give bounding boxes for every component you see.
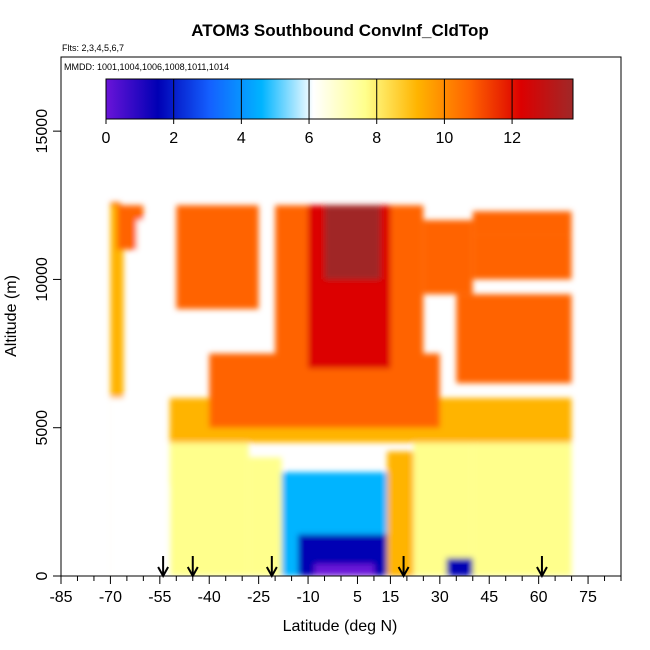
x-tick-label: -40 — [198, 589, 221, 606]
heatmap-cell — [143, 487, 170, 576]
heatmap-cell — [387, 451, 414, 576]
heatmap-cell — [169, 427, 249, 576]
heatmap-cell — [472, 211, 572, 235]
y-axis-title: Altitude (m) — [3, 275, 20, 357]
flights-annotation: Flts: 2,3,4,5,6,7 — [62, 43, 124, 53]
chart-title: ATOM3 Southbound ConvInf_CldTop — [191, 21, 488, 40]
x-tick-label: -25 — [247, 589, 270, 606]
heatmap-cell — [324, 205, 381, 280]
heatmap-cell — [136, 220, 150, 265]
y-tick-label: 5000 — [34, 410, 51, 446]
colorbar: 0 2 4 6 8 10 12 — [102, 78, 574, 147]
x-tick-label: 15 — [382, 589, 400, 606]
x-tick-label: -85 — [49, 589, 72, 606]
colorbar-tick-label: 12 — [503, 130, 521, 147]
x-tick-label: 75 — [579, 589, 597, 606]
colorbar-tick-label: 10 — [436, 130, 454, 147]
colorbar-tick-label: 2 — [169, 130, 178, 147]
heatmap-field — [110, 202, 572, 576]
heatmap-cell — [456, 294, 572, 384]
x-tick-label: 45 — [480, 589, 498, 606]
heatmap-cell — [446, 558, 480, 576]
x-axis-title: Latitude (deg N) — [283, 618, 398, 635]
colorbar-gradient — [105, 78, 574, 120]
colorbar-tick-label: 8 — [372, 130, 381, 147]
x-tick-label: -55 — [148, 589, 171, 606]
y-tick-label: 10000 — [34, 257, 51, 302]
y-axis: 0 5000 10000 15000 — [34, 109, 61, 580]
heatmap-cell — [110, 398, 144, 576]
colorbar-tick-label: 6 — [305, 130, 314, 147]
mmdd-annotation: MMDD: 1001,1004,1006,1008,1011,1014 — [64, 62, 229, 72]
heatmap-cell — [176, 205, 259, 310]
heatmap-cell — [423, 220, 473, 295]
heatmap-cell — [472, 442, 572, 576]
heatmap-cell — [248, 457, 282, 576]
x-tick-label: 5 — [353, 589, 362, 606]
x-tick-label: -70 — [99, 589, 122, 606]
y-tick-label: 0 — [34, 571, 51, 580]
heatmap-cell — [314, 564, 374, 576]
heatmap-cell — [472, 234, 572, 280]
x-tick-label: 30 — [431, 589, 449, 606]
x-axis: -85 -70 -55 -40 -25 -10 5 15 30 45 60 75 — [49, 576, 622, 606]
y-tick-label: 15000 — [34, 109, 51, 154]
x-tick-label: 60 — [530, 589, 548, 606]
colorbar-tick-label: 4 — [237, 130, 246, 147]
colorbar-tick-label: 0 — [102, 130, 111, 147]
heatmap-cell — [413, 433, 473, 576]
x-tick-label: -10 — [296, 589, 319, 606]
